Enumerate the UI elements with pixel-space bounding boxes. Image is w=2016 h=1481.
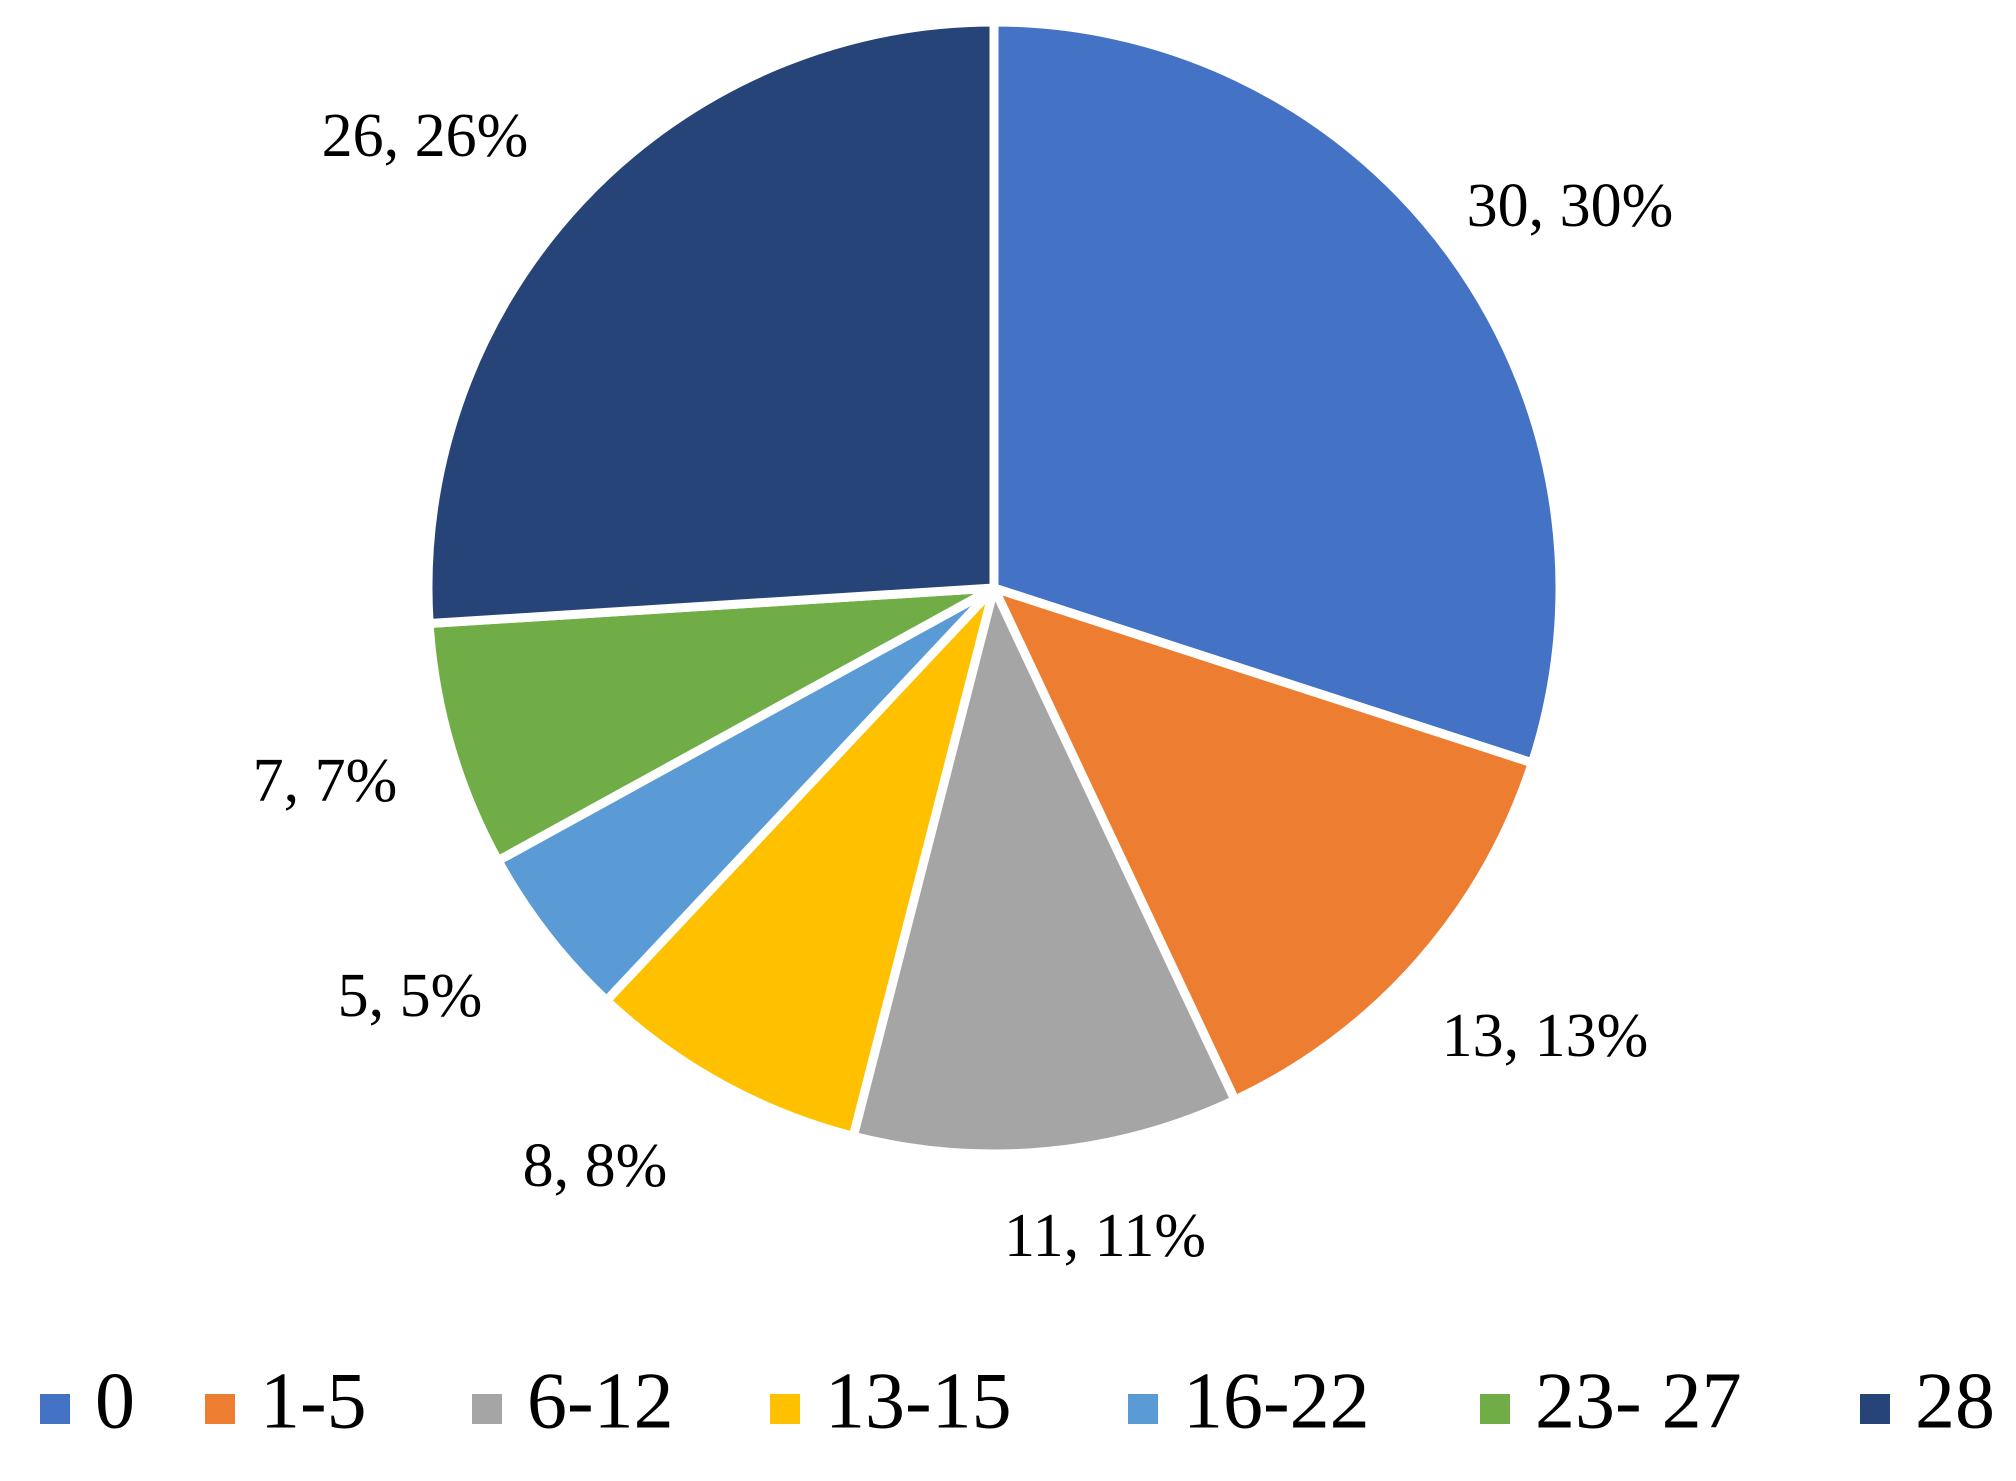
data-label-28: 26, 26% <box>322 102 529 170</box>
data-labels: 30, 30% 13, 13% 11, 11% 8, 8% 5, 5% 7, 7% 26, … <box>253 102 1674 1270</box>
legend-label-6-12: 6-12 <box>527 1357 674 1445</box>
legend-swatch-13-15 <box>770 1394 800 1424</box>
pie-slice-0 <box>989 17 1565 768</box>
legend-label-28: 28 <box>1915 1357 1995 1445</box>
data-label-1-5: 13, 13% <box>1442 1002 1649 1070</box>
data-label-6-12: 11, 11% <box>1004 1202 1206 1270</box>
pie-slice-6-12 <box>848 583 1240 1159</box>
legend-label-13-15: 13-15 <box>825 1357 1012 1445</box>
data-label-13-15: 8, 8% <box>523 1132 668 1200</box>
pie-slice-13-15 <box>602 583 999 1141</box>
legend-label-23-27: 23- 27 <box>1535 1357 1742 1445</box>
legend: 0 1-5 6-12 13-15 16-22 23- 27 28 <box>40 1357 1995 1445</box>
data-label-16-22: 5, 5% <box>338 962 483 1030</box>
legend-swatch-6-12 <box>472 1394 502 1424</box>
legend-label-0: 0 <box>95 1357 135 1445</box>
legend-swatch-16-22 <box>1128 1394 1158 1424</box>
legend-swatch-23-27 <box>1480 1394 1510 1424</box>
legend-swatch-0 <box>40 1394 70 1424</box>
legend-label-16-22: 16-22 <box>1183 1357 1370 1445</box>
legend-swatch-28 <box>1860 1394 1890 1424</box>
pie-slice-23-27 <box>424 583 999 866</box>
legend-label-1-5: 1-5 <box>260 1357 367 1445</box>
pie-slice-1-5 <box>989 583 1537 1105</box>
legend-swatch-1-5 <box>205 1394 235 1424</box>
pie-slices <box>423 17 1565 1159</box>
data-label-23-27: 7, 7% <box>253 747 398 815</box>
data-label-0: 30, 30% <box>1467 172 1674 240</box>
pie-slice-28 <box>423 17 999 629</box>
